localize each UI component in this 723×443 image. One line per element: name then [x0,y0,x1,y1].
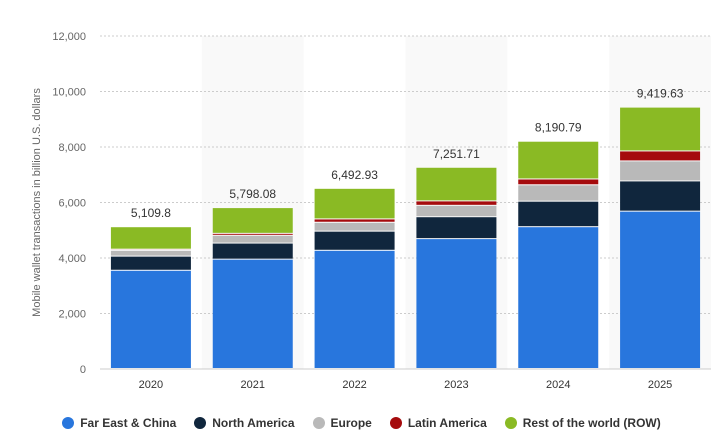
y-axis-label: Mobile wallet transactions in billion U.… [31,88,43,317]
bar-segment [620,107,701,151]
bar-segment [314,188,395,219]
y-tick-label: 0 [80,364,86,376]
bar-segment [110,250,191,256]
legend-item[interactable]: Latin America [389,416,487,430]
bar-segment [110,270,191,368]
bar-segment [314,231,395,250]
total-label: 7,251.71 [433,147,480,161]
legend-dot-icon [194,417,207,429]
bar-segment [212,259,293,368]
x-tick-label: 2024 [546,379,570,391]
x-tick-label: 2025 [648,379,672,391]
bar-segment [416,205,497,217]
legend-item[interactable]: North America [194,416,295,430]
legend-item[interactable]: Europe [312,416,372,430]
total-label: 6,492.93 [331,168,378,182]
x-tick-label: 2020 [139,379,163,391]
legend-label: Latin America [407,416,487,430]
x-tick-label: 2023 [444,379,468,391]
bar-segment [620,151,701,161]
y-tick-label: 12,000 [52,31,86,43]
x-tick-label: 2021 [241,379,265,391]
bar-segment [620,181,701,211]
y-tick-label: 4,000 [58,253,86,265]
legend-label: Rest of the world (ROW) [522,416,661,430]
bar-segment [416,239,497,368]
legend-item[interactable]: Rest of the world (ROW) [504,416,661,430]
bar-segment [518,201,599,227]
bar-segment [212,235,293,243]
bar-segment [416,167,497,201]
bar-segment [416,217,497,239]
total-label: 5,798.08 [229,187,276,201]
total-label: 5,109.8 [131,206,171,220]
y-tick-label: 10,000 [52,87,86,99]
bar-segment [212,233,293,235]
bar-segment [518,179,599,185]
legend-item[interactable]: Far East & China [62,416,176,430]
bar-segment [416,201,497,205]
bar-segment [620,161,701,181]
legend-dot-icon [504,417,517,429]
x-tick-label: 2022 [342,379,366,391]
stacked-bar-chart: 0 2,000 4,000 6,000 8,000 10,000 12,000 Mobile … [31,31,711,391]
y-tick-label: 6,000 [58,198,86,210]
bar-segment [314,250,395,368]
legend-dot-icon [312,417,325,429]
legend-label: Europe [330,416,372,430]
legend-label: Far East & China [80,416,177,430]
legend-dot-icon [62,417,75,429]
bar-segment [518,141,599,179]
bar-segment [518,185,599,201]
bar-segment [518,227,599,368]
y-tick-label: 8,000 [58,142,86,154]
y-tick-label: 2,000 [58,309,86,321]
bar-segment [212,208,293,233]
bar-segment [314,222,395,231]
total-label: 9,419.63 [637,87,684,101]
bar-segment [212,243,293,259]
bar-segment [110,227,191,249]
legend: Far East & China North America Europe Latin… [0,416,723,430]
legend-dot-icon [389,417,402,429]
legend-label: North America [212,416,295,430]
total-label: 8,190.79 [535,121,582,135]
bar-segment [110,256,191,270]
bar-segment [314,219,395,222]
bar-segment [620,211,701,368]
